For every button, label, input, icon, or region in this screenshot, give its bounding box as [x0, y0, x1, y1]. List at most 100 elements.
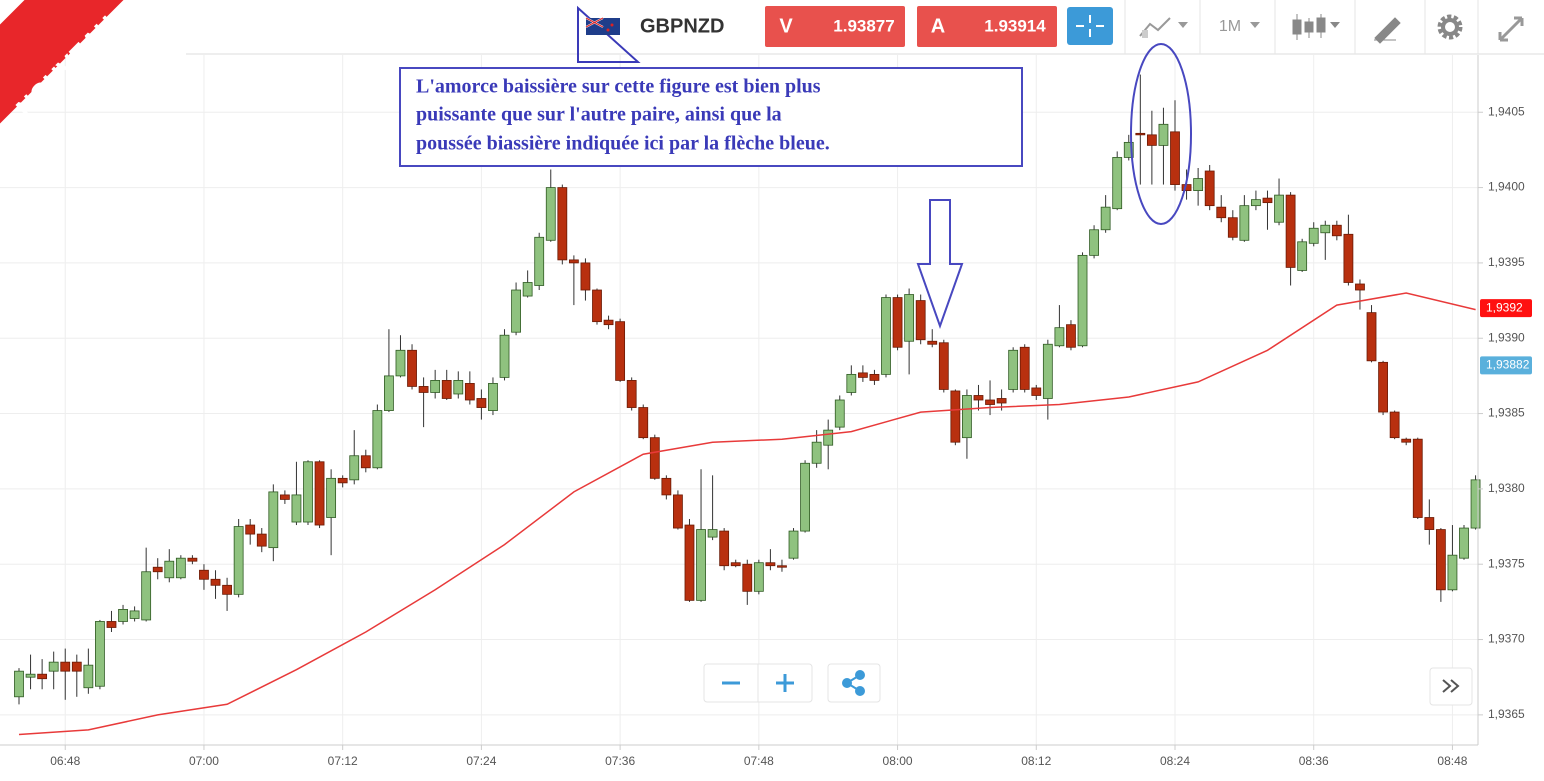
candle-body: [777, 565, 787, 568]
candle-body: [256, 533, 267, 547]
candle-body: [1135, 132, 1146, 136]
candle-body: [661, 477, 672, 496]
candle-body: [25, 673, 36, 678]
candle-body: [1008, 349, 1019, 390]
timeframe-caret: [1250, 22, 1260, 28]
candle-body: [568, 259, 579, 264]
y-tick-label: 1,9405: [1488, 104, 1525, 118]
candle-body: [1077, 254, 1088, 347]
candle-body: [950, 390, 961, 443]
candle-body: [407, 349, 417, 387]
candle-body: [892, 297, 903, 348]
x-tick-label: 07:48: [744, 754, 774, 768]
candle-body: [649, 437, 660, 479]
candle-body: [823, 429, 834, 446]
scroll-end-button[interactable]: [1429, 667, 1473, 706]
candle-body: [1193, 178, 1204, 191]
crosshair-icon: [1076, 15, 1104, 37]
candle-body: [1170, 131, 1180, 185]
candle-body: [245, 524, 256, 535]
candle-body: [441, 380, 452, 399]
x-tick-label: 08:36: [1299, 754, 1329, 768]
candle-body: [314, 461, 325, 526]
candle-body: [753, 562, 764, 592]
x-tick-label: 07:24: [466, 754, 496, 768]
candle-body: [464, 383, 475, 401]
candle-body: [938, 342, 949, 390]
candle-body: [95, 621, 105, 687]
candle-body: [1019, 346, 1030, 390]
candle-body: [395, 349, 406, 377]
candle-body: [175, 557, 186, 579]
candle-body: [1262, 197, 1273, 204]
candle-body: [106, 621, 117, 628]
draw-button[interactable]: [1374, 17, 1401, 44]
candle-body: [453, 380, 464, 395]
price-label: 1,9392: [1486, 300, 1523, 314]
candle-body: [626, 380, 637, 408]
candle-body: [1158, 123, 1169, 146]
candle-body: [129, 610, 140, 619]
sell-price: 1.93877: [833, 16, 894, 35]
candle-body: [326, 477, 337, 518]
candle-body: [83, 664, 94, 689]
candle-body: [118, 609, 128, 622]
candle-body: [1447, 554, 1458, 591]
crosshair-button[interactable]: [1067, 7, 1113, 45]
fullscreen-button[interactable]: [1498, 16, 1524, 42]
zoom-in-button[interactable]: [776, 674, 794, 692]
candle-style-button[interactable]: [1292, 14, 1340, 40]
candle-body: [476, 398, 487, 408]
candle-body: [857, 372, 868, 378]
share-button[interactable]: [827, 663, 881, 703]
sell-label: V: [779, 15, 793, 37]
candle-body: [1054, 327, 1065, 347]
candle-body: [881, 297, 891, 375]
candle-body: [603, 319, 614, 326]
candle-body: [1123, 141, 1134, 158]
candle-body: [788, 530, 799, 559]
moving-average: [18, 292, 1476, 736]
sell-button[interactable]: [765, 6, 905, 47]
chart-type-button[interactable]: [1139, 17, 1188, 38]
candle-body: [233, 526, 244, 595]
axes: 1,9365 1,9370 1,9375 1,9380 1,9385 1,9390 1,93…: [0, 55, 1532, 768]
candle-body: [48, 661, 59, 672]
candle-body: [37, 673, 48, 680]
candle-body: [800, 462, 810, 532]
y-tick-label: 1,9370: [1488, 632, 1525, 646]
candle-body: [1343, 233, 1354, 283]
candle-body: [904, 294, 915, 342]
candle-body: [279, 494, 290, 500]
candle-body: [638, 407, 649, 439]
annotation-box: [399, 67, 1023, 167]
plot: [14, 74, 1481, 736]
annotation-line: L'amorce baissière sur cette figure est …: [416, 76, 821, 98]
candle-body: [730, 562, 741, 567]
candle-body: [684, 524, 695, 601]
candle-body: [499, 334, 510, 378]
y-tick-label: 1,9375: [1488, 556, 1525, 570]
candle-body: [765, 562, 776, 567]
candle-body: [996, 398, 1007, 404]
buy-button[interactable]: [917, 6, 1057, 47]
timeframe-button[interactable]: 1M: [1219, 18, 1241, 35]
y-tick-label: 1,9400: [1488, 180, 1525, 194]
candle-body: [985, 399, 995, 405]
candle-body: [1297, 241, 1308, 271]
candle-body: [488, 383, 498, 411]
candle-body: [846, 373, 857, 393]
candle-body: [1435, 529, 1446, 591]
candle-body: [1227, 217, 1238, 238]
y-tick-label: 1,9385: [1488, 406, 1525, 420]
y-tick-label: 1,9390: [1488, 330, 1525, 344]
candle-body: [1285, 194, 1296, 268]
price-label-box: [1480, 299, 1532, 318]
settings-button[interactable]: [1437, 14, 1463, 40]
candle-body: [1355, 283, 1365, 291]
candle-body: [973, 395, 984, 401]
candle-body: [164, 560, 175, 579]
candle-body: [71, 661, 82, 672]
candle-body: [1320, 224, 1331, 234]
candle-body: [1308, 227, 1319, 244]
